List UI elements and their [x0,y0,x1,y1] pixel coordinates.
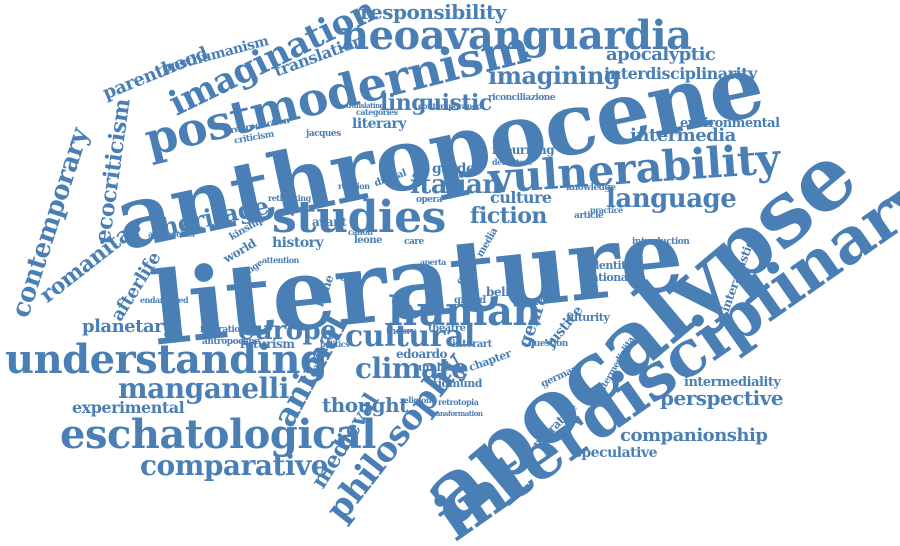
cloud-word: transformation [430,409,483,418]
cloud-word: language [606,184,737,214]
cloud-word: thought [322,393,408,417]
cloud-word: relation [338,181,370,191]
cloud-word: national [584,271,632,284]
cloud-word: intermediality [684,375,781,390]
cloud-word: antropocene [202,337,260,347]
cloud-word: decentare [492,157,533,167]
cloud-word: avant [312,215,347,229]
cloud-word: endangered [140,295,189,305]
cloud-word: riconciliazione [488,93,556,103]
cloud-word: theory [386,327,416,337]
cloud-word: interdisciplinarity [604,64,757,83]
cloud-word: umberto [418,361,468,374]
cloud-word: rethinking [268,193,311,203]
cloud-word: human [388,288,542,335]
cloud-word: eschatological [60,411,377,458]
cloud-word: culture [490,188,552,207]
cloud-word: leone [354,235,382,246]
cloud-word: history [272,235,324,251]
cloud-word: perspective [660,386,784,410]
cloud-word: politics [320,339,350,349]
cloud-word: aperta [420,257,446,267]
cloud-word: retrotopia [438,397,479,407]
cloud-word: introduction [632,237,690,247]
cloud-word: imagining [488,61,621,90]
cloud-word: literary [352,116,406,132]
cloud-word: categories [356,107,398,117]
cloud-word: mourning [492,143,555,157]
cloud-word: identity [588,259,632,272]
cloud-word: neoavanguardia [340,12,692,59]
cloud-word: figuration [200,325,246,335]
cloud-word: understanding [5,336,328,383]
cloud-word: apocalyptic [606,44,716,65]
cloud-word: opera [416,195,443,205]
cloud-word: planetary [82,316,174,337]
cloud-word: approaches [148,229,195,239]
cloud-word: garde [432,161,475,177]
cloud-word: girard [454,295,486,306]
cloud-word: speculative [574,445,658,461]
cloud-word: sigmund [432,377,482,390]
cloud-word: comparative [140,449,329,482]
cloud-word: translating [346,101,385,110]
cloud-word: europe [238,316,337,346]
cloud-word: fiction [470,203,547,229]
cloud-word: contemporaneo [418,101,482,111]
cloud-word: edoardo [396,347,448,361]
cloud-word: care [404,237,424,247]
cloud-word: climate [355,352,469,385]
cloud-word: theatre [428,323,466,334]
cloud-word: italian [410,170,501,200]
cloud-word: cold [340,273,362,284]
cloud-word: intermedia [630,125,736,146]
cloud-word: canon [348,227,373,237]
cloud-word: interart [452,339,492,350]
cloud-word: attention [262,255,299,265]
cloud-word: knowledge [566,183,616,193]
cloud-word: religion [400,395,432,405]
cloud-word: futurity [566,311,610,324]
cloud-word: practice [590,205,623,215]
cloud-word: belief [486,285,521,299]
cloud-word: article [574,211,604,221]
cloud-word: futurism [240,337,295,351]
cloud-word: question [528,339,568,349]
cloud-word: jacques [306,129,341,139]
cloud-word: environmental [680,116,780,131]
cloud-word: manganelli [118,372,289,405]
cloud-word: linguistic [380,90,492,116]
cloud-word: experimental [72,398,185,417]
cloud-word: cultural [345,319,475,354]
cloud-word: responsibility [360,0,506,24]
cloud-word: companionship [620,425,768,446]
cloud-word: studies [272,192,446,243]
